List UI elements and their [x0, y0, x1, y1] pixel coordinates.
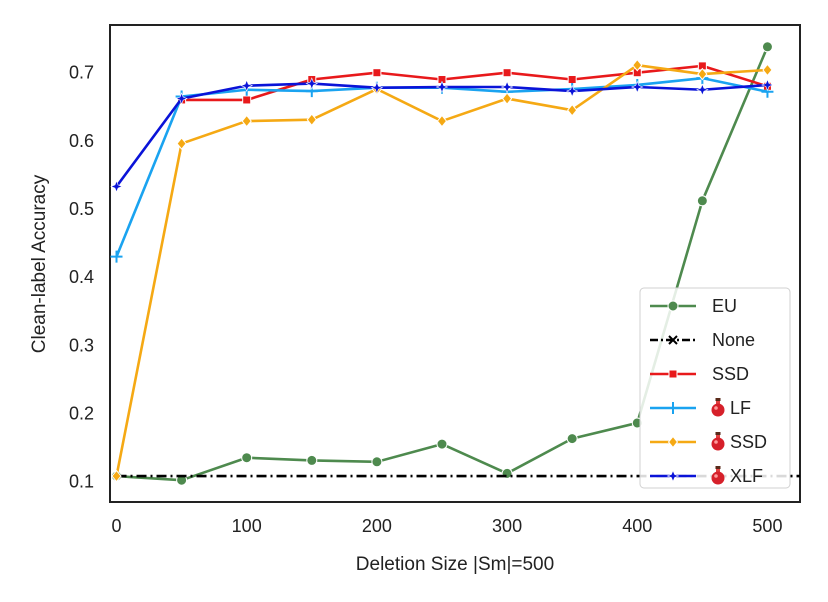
- data-point: [668, 335, 678, 345]
- data-point: [502, 68, 512, 78]
- x-tick-label: 0: [112, 516, 122, 536]
- data-point: [371, 456, 383, 468]
- legend-label: EU: [712, 296, 737, 316]
- data-point: [761, 41, 773, 53]
- data-point: [305, 77, 319, 90]
- legend: EU None SSD LF SSD XLF: [639, 287, 791, 489]
- y-tick-label: 0.1: [69, 472, 94, 492]
- legend-label: SSD: [730, 432, 767, 452]
- legend-item: None: [650, 330, 755, 350]
- data-point: [241, 114, 252, 128]
- data-point: [436, 114, 448, 128]
- data-point: [667, 300, 679, 312]
- y-tick-label: 0.2: [69, 403, 94, 423]
- legend-label: LF: [730, 398, 751, 418]
- legend-item: LF: [650, 398, 751, 418]
- data-point: [372, 68, 382, 78]
- data-point: [632, 58, 643, 72]
- y-tick-label: 0.4: [69, 267, 94, 287]
- legend-box: [639, 287, 791, 489]
- data-point: [697, 67, 708, 81]
- poison-bottle-icon: [711, 432, 725, 451]
- y-tick-label: 0.6: [69, 131, 94, 151]
- x-tick-label: 100: [232, 516, 262, 536]
- data-point: [306, 113, 317, 127]
- data-point: [176, 137, 187, 150]
- data-point: [240, 79, 254, 92]
- series-xlf-poisoned: [110, 77, 774, 193]
- data-point: [436, 438, 448, 450]
- data-point: [668, 369, 678, 379]
- data-point: [630, 80, 644, 94]
- data-point: [370, 81, 384, 95]
- x-tick-label: 300: [492, 516, 522, 536]
- data-point: [500, 80, 514, 94]
- data-point: [567, 103, 578, 117]
- data-point: [175, 92, 188, 105]
- y-axis-title: Clean-label Accuracy: [29, 174, 50, 353]
- data-point: [567, 75, 577, 85]
- data-point: [696, 195, 708, 207]
- data-point: [666, 469, 680, 483]
- legend-label: None: [712, 330, 755, 350]
- data-point: [762, 63, 773, 77]
- data-point: [566, 433, 578, 445]
- data-point: [761, 78, 774, 92]
- data-point: [696, 83, 709, 97]
- data-point: [110, 250, 123, 263]
- poison-bottle-icon: [711, 466, 725, 485]
- data-point: [565, 84, 579, 98]
- x-axis-title: Deletion Size |Sm|=500: [356, 554, 554, 575]
- data-point: [110, 180, 123, 193]
- legend-item: SSD: [650, 432, 767, 452]
- legend-label: SSD: [712, 364, 749, 384]
- axis-ticks: 0 100 200 300 400 500 0.1 0.2 0.3 0.4 0.5 0.6 0.7: [69, 63, 783, 536]
- data-point: [242, 95, 252, 105]
- legend-item: EU: [650, 296, 737, 316]
- data-point: [501, 92, 513, 105]
- x-tick-label: 500: [752, 516, 782, 536]
- y-tick-label: 0.5: [69, 199, 94, 219]
- x-tick-label: 400: [622, 516, 652, 536]
- data-point: [241, 452, 253, 464]
- y-tick-label: 0.7: [69, 63, 94, 83]
- data-point: [435, 80, 449, 94]
- data-point: [667, 402, 679, 414]
- poison-bottle-icon: [711, 398, 725, 417]
- legend-item: XLF: [650, 466, 763, 486]
- legend-label: XLF: [730, 466, 763, 486]
- data-point: [111, 469, 122, 483]
- data-point: [667, 435, 679, 449]
- legend-item: SSD: [650, 364, 749, 384]
- data-point: [306, 454, 318, 466]
- x-tick-label: 200: [362, 516, 392, 536]
- y-tick-label: 0.3: [69, 335, 94, 355]
